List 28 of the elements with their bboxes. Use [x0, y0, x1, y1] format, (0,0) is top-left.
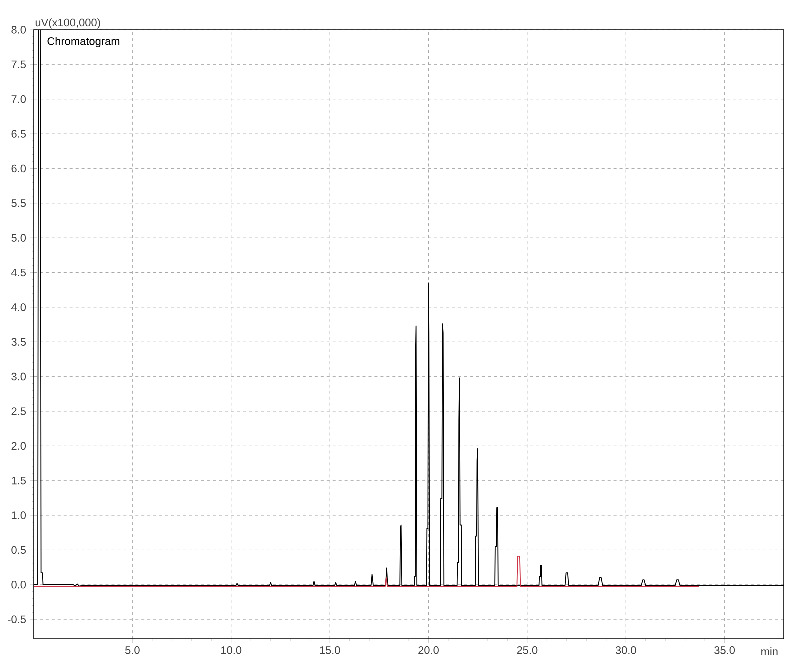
x-tick-label: 35.0	[714, 646, 736, 654]
y-tick-label: 1.5	[12, 477, 26, 485]
x-axis-title: min	[762, 648, 778, 656]
y-tick-label: 4.0	[11, 304, 26, 312]
text: Chromatogram	[48, 37, 120, 48]
y-tick-label: 5.5	[12, 200, 26, 208]
y-tick-label: 0.5	[12, 546, 26, 554]
y-tick-label: 5.0	[12, 234, 26, 242]
y-tick-label: 7.0	[12, 95, 26, 104]
x-tick-label: 25.0	[517, 646, 538, 654]
y-axis-title: uV(x100,000)	[36, 18, 100, 29]
y-tick-label: -0.5	[8, 616, 26, 624]
y-tick-label: 4.5	[11, 268, 26, 277]
y-tick-label: 7.5	[12, 60, 26, 68]
y-tick-label: 3.5	[12, 338, 26, 346]
x-tick-label: 10.0	[222, 646, 242, 654]
y-tick-label: 3.0	[12, 372, 26, 381]
x-tick-label: 30.0	[616, 646, 636, 654]
y-tick-label: 6.0	[12, 164, 26, 173]
x-tick-label: 5.0	[126, 646, 140, 654]
y-tick-label: 1.0	[12, 512, 26, 520]
x-tick-label: 20.0	[418, 646, 439, 654]
y-tick-label: 8.0	[12, 26, 26, 34]
y-tick-label: 2.0	[12, 442, 26, 450]
y-tick-label: 0.0	[12, 581, 26, 589]
y-tick-label: 6.5	[12, 130, 26, 138]
x-tick-label: 15.0	[320, 646, 340, 654]
y-tick-label: 2.5	[12, 408, 26, 416]
